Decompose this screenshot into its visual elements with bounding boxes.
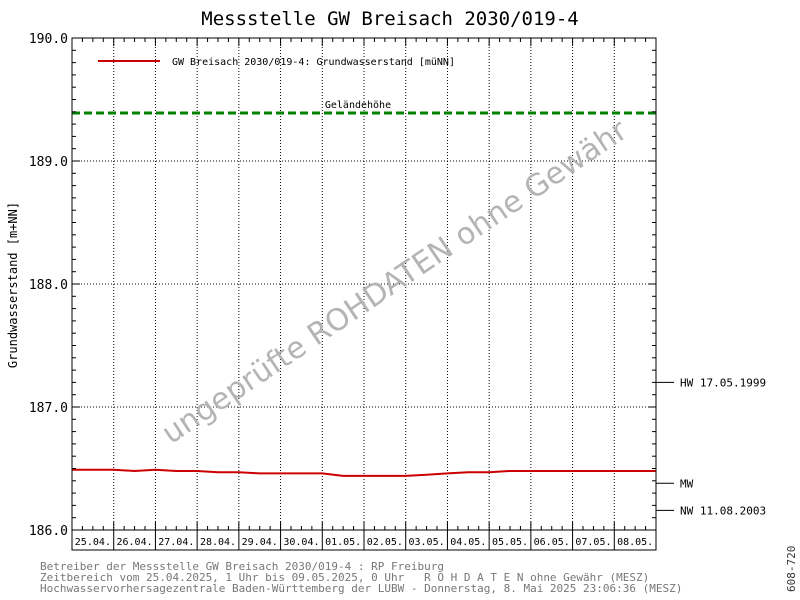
x-tick-label: 03.05. [409, 537, 445, 548]
series-layer [72, 468, 656, 477]
side-code: 608-720 [785, 545, 798, 592]
grid-layer [72, 38, 656, 530]
watermark-layer: ungeprüfte ROHDATEN ohne Gewähr [156, 113, 635, 452]
footer-operator: Betreiber der Messstelle GW Breisach 203… [40, 560, 444, 573]
x-tick-label: 01.05. [325, 537, 361, 548]
x-tick-label: 02.05. [367, 537, 403, 548]
x-tick-label: 08.05. [617, 537, 653, 548]
y-tick-label: 187.0 [29, 401, 68, 416]
legend-label: GW Breisach 2030/019-4: Grundwasserstand… [172, 57, 455, 68]
right-marker-label: NW 11.08.2003 [680, 504, 766, 517]
x-tick-label: 27.04. [158, 537, 194, 548]
x-tick-label: 30.04. [283, 537, 319, 548]
y-axis-label: Grundwasserstand [m+NN] [6, 202, 20, 368]
x-tick-label: 06.05. [534, 537, 570, 548]
right-marker-label: HW 17.05.1999 [680, 376, 766, 389]
x-tick-label: 04.05. [450, 537, 486, 548]
tick-layer: 186.0 187.0 188.0 189.0 190.0 25.04. 26.04. 27.… [29, 32, 657, 550]
y-tick-label: 190.0 [29, 32, 68, 47]
right-markers: HW 17.05.1999 MW NW 11.08.2003 [656, 376, 766, 517]
x-tick-label: 28.04. [200, 537, 236, 548]
legend: GW Breisach 2030/019-4: Grundwasserstand… [98, 57, 455, 68]
y-tick-label: 186.0 [29, 524, 68, 539]
chart-title: Messstelle GW Breisach 2030/019-4 [201, 8, 579, 30]
watermark-text: ungeprüfte ROHDATEN ohne Gewähr [156, 113, 635, 452]
footer-time-range: Zeitbereich vom 25.04.2025, 1 Uhr bis 09… [40, 571, 650, 584]
x-tick-label: 26.04. [117, 537, 153, 548]
x-tick-label: 05.05. [492, 537, 528, 548]
footer-publisher: Hochwasservorhersagezentrale Baden-Württ… [40, 582, 683, 595]
x-tick-label: 07.05. [575, 537, 611, 548]
series-line [72, 468, 656, 477]
x-tick-label: 29.04. [242, 537, 278, 548]
y-tick-label: 188.0 [29, 278, 68, 293]
right-marker-label: MW [680, 477, 694, 490]
reference-line-label: Geländehöhe [325, 100, 391, 111]
x-tick-label: 25.04. [75, 537, 111, 548]
reference-line-layer: Geländehöhe [72, 100, 656, 115]
y-tick-label: 189.0 [29, 155, 68, 170]
